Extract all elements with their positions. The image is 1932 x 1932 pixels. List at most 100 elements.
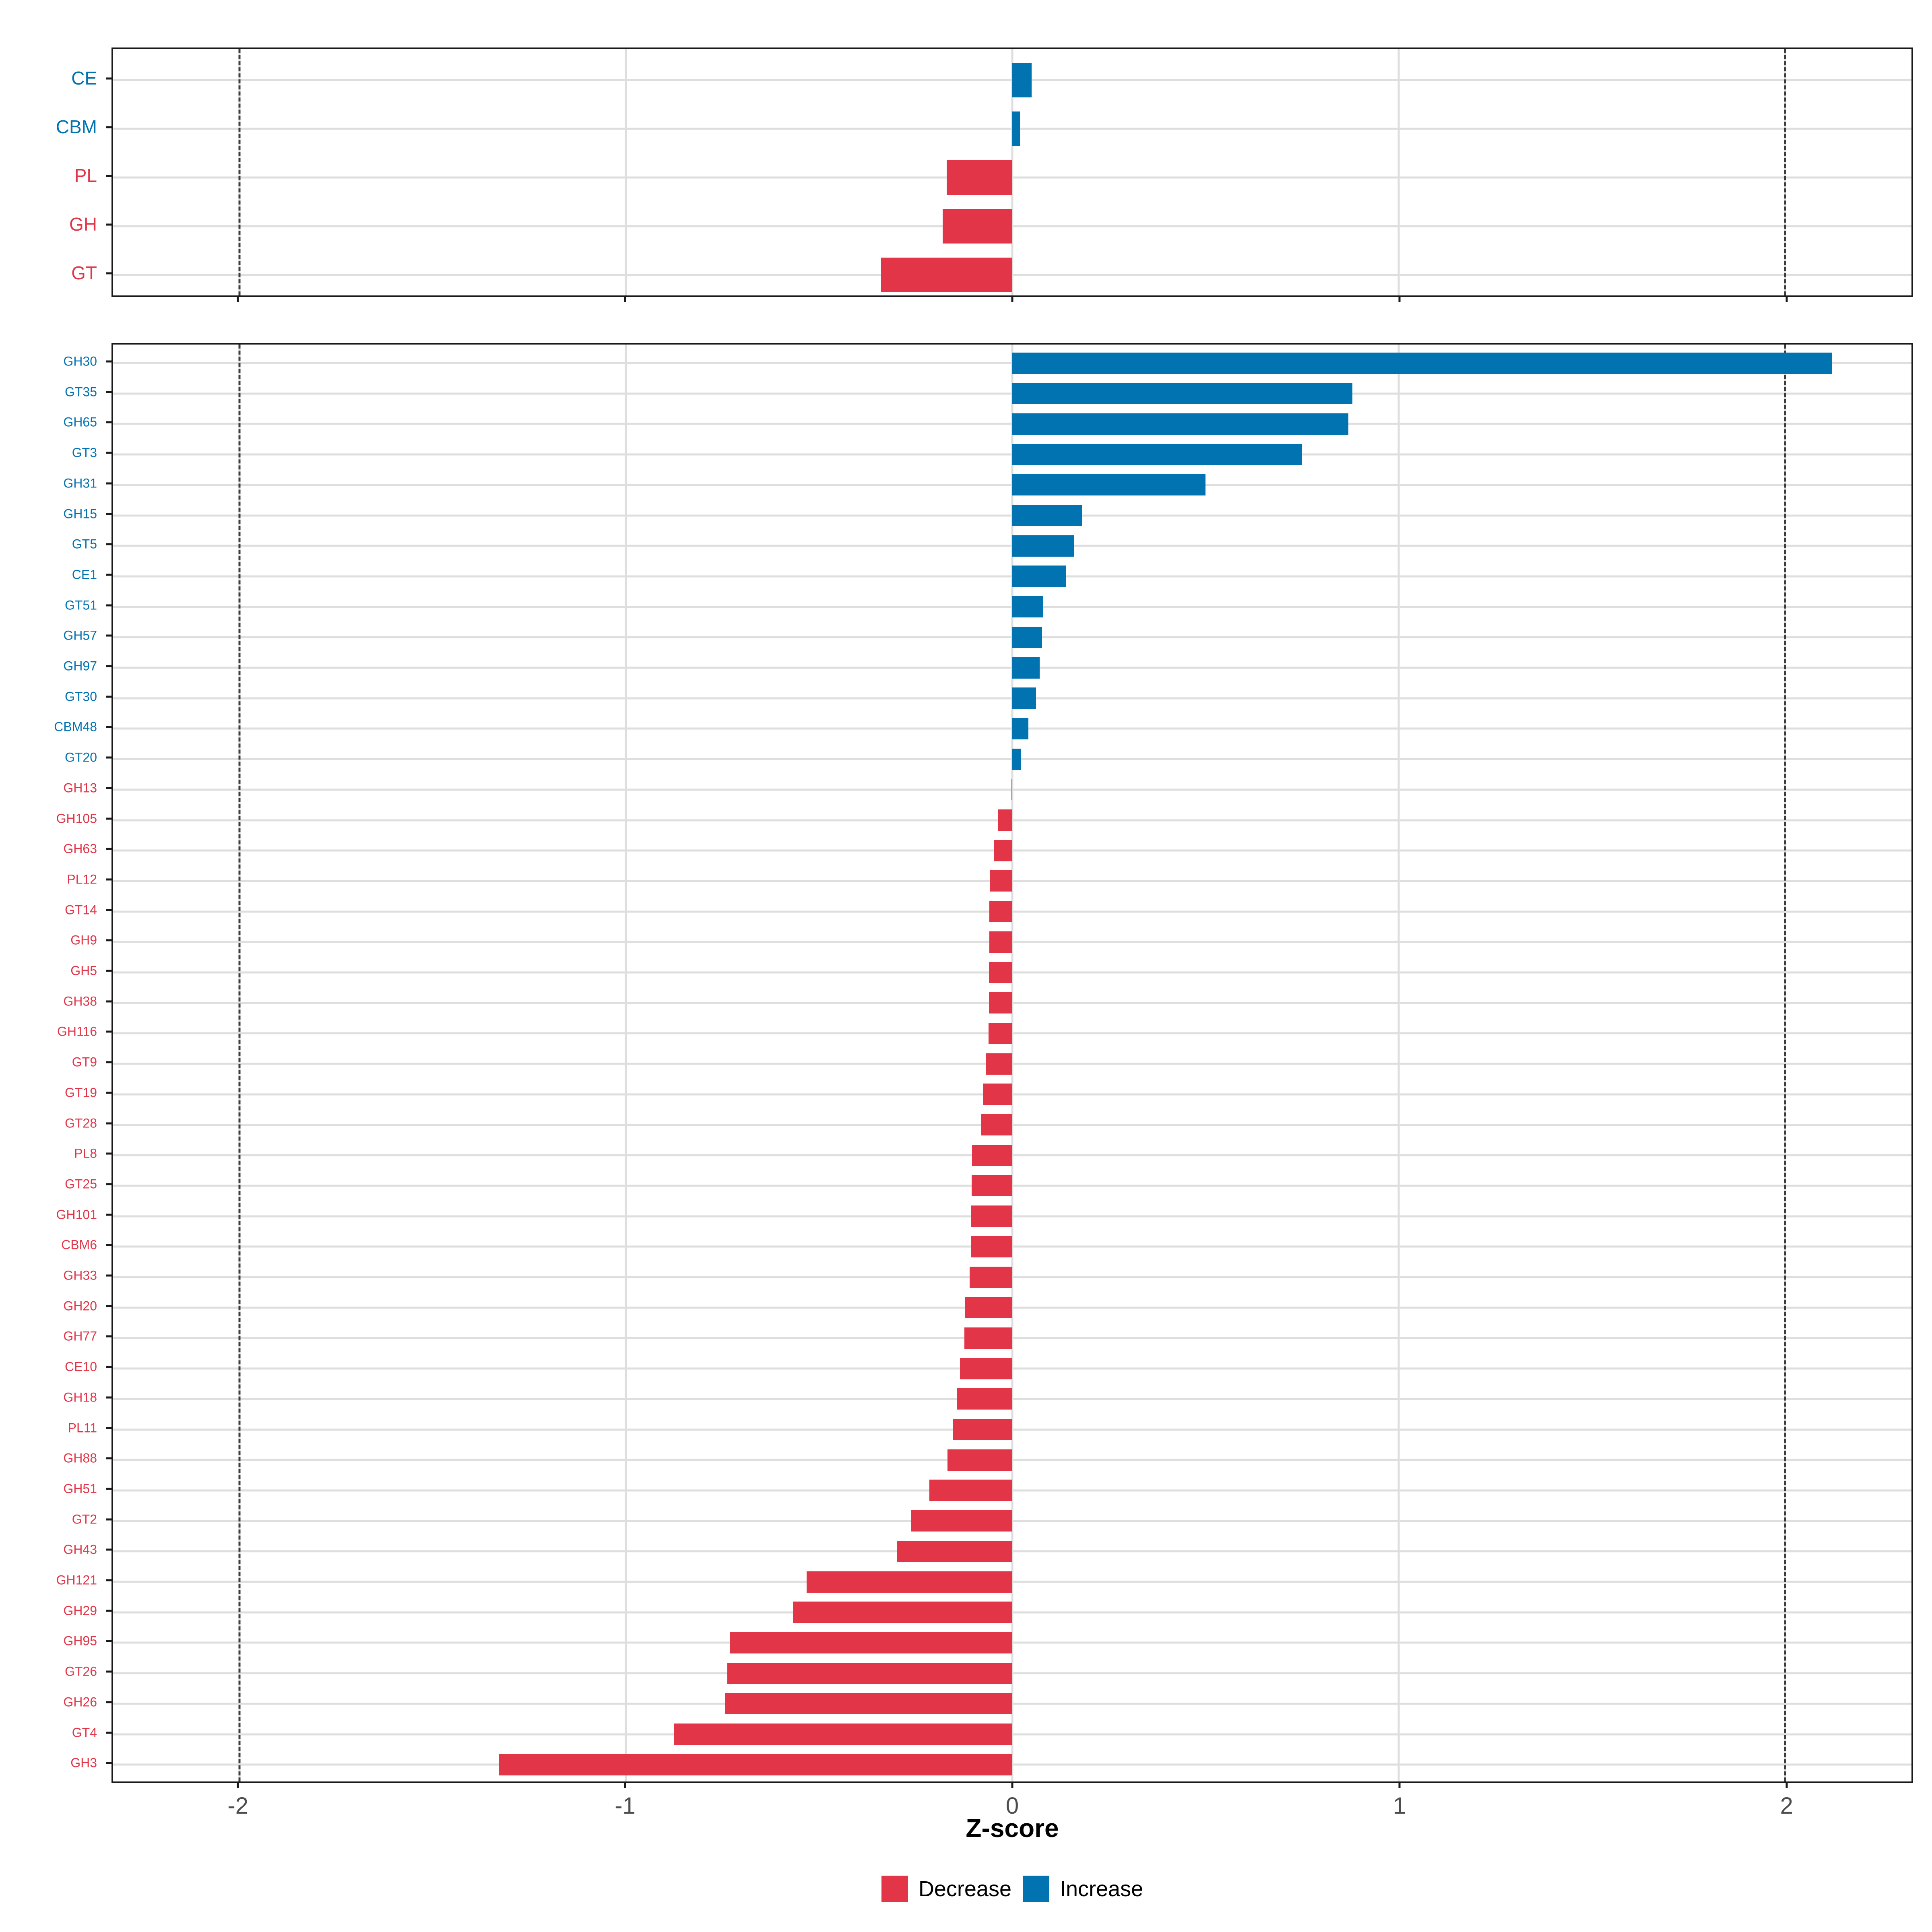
bar-GH26	[724, 1693, 1012, 1715]
y-axis-label-GT14: GT14	[64, 902, 97, 917]
y-axis-label-CE: CE	[71, 68, 97, 89]
y-axis-tick	[106, 939, 111, 941]
bar-GT9	[985, 1053, 1012, 1075]
legend-swatch-decrease	[881, 1876, 908, 1902]
x-axis-tick	[1785, 297, 1788, 302]
y-axis-tick	[106, 1366, 111, 1368]
bar-GT25	[972, 1175, 1012, 1197]
y-axis-label-CE10: CE10	[64, 1359, 97, 1374]
bar-GT28	[981, 1114, 1012, 1135]
y-axis-tick	[106, 696, 111, 698]
y-axis-label-GT19: GT19	[64, 1085, 97, 1100]
y-axis-tick	[106, 726, 111, 728]
y-axis-label-GH97: GH97	[63, 658, 97, 673]
bar-GH101	[971, 1205, 1012, 1227]
y-axis-tick	[106, 1701, 111, 1703]
y-axis-label-GH9: GH9	[70, 933, 97, 947]
y-axis-label-GT5: GT5	[72, 537, 97, 551]
y-axis-label-GT2: GT2	[72, 1511, 97, 1526]
y-axis-tick	[106, 1548, 111, 1551]
bar-GT4	[673, 1724, 1012, 1745]
x-axis-tick	[237, 1783, 239, 1788]
bar-GH105	[998, 809, 1012, 831]
bar-GT19	[983, 1084, 1012, 1105]
bar-GT20	[1012, 748, 1022, 770]
y-axis-tick	[106, 543, 111, 545]
legend-item-increase: Increase	[1022, 1876, 1144, 1902]
y-axis-label-GH: GH	[69, 214, 97, 235]
bar-GH31	[1012, 474, 1206, 496]
y-axis-tick	[106, 1457, 111, 1459]
y-axis-tick	[106, 665, 111, 667]
bar-GT26	[727, 1662, 1012, 1684]
y-axis-label-CE1: CE1	[72, 567, 97, 582]
bar-GH13	[1011, 779, 1012, 801]
bar-GH3	[499, 1754, 1012, 1775]
y-axis-tick	[106, 360, 111, 363]
bar-GH57	[1012, 626, 1042, 648]
y-axis-tick	[106, 1061, 111, 1063]
x-axis-tick-label: -1	[615, 1793, 636, 1819]
bar-GT3	[1012, 444, 1302, 465]
y-axis-tick	[106, 1152, 111, 1155]
y-axis-label-GH29: GH29	[63, 1603, 97, 1618]
x-axis-tick	[624, 297, 626, 302]
y-axis-label-GT25: GT25	[64, 1177, 97, 1191]
y-axis-tick	[106, 1335, 111, 1338]
bar-CBM	[1012, 111, 1020, 146]
y-axis-label-CBM6: CBM6	[61, 1237, 97, 1252]
vertical-gridline	[1397, 345, 1400, 1781]
y-axis-label-GT51: GT51	[64, 597, 97, 612]
y-axis-tick	[106, 1762, 111, 1764]
vertical-gridline	[1011, 345, 1013, 1781]
y-axis-label-GH33: GH33	[63, 1268, 97, 1283]
y-axis-tick	[106, 126, 111, 128]
y-axis-label-CBM: CBM	[56, 116, 97, 138]
legend-label-increase: Increase	[1059, 1877, 1144, 1901]
y-axis-tick	[106, 1000, 111, 1003]
x-axis-tick	[1398, 1783, 1401, 1788]
y-axis-tick	[106, 1274, 111, 1277]
bar-PL	[946, 160, 1012, 195]
legend-item-decrease: Decrease	[881, 1876, 1011, 1902]
y-axis-label-GH121: GH121	[56, 1573, 97, 1587]
bar-GH29	[793, 1602, 1012, 1623]
top-panel-cazyme-classes	[111, 47, 1913, 297]
y-axis-tick	[106, 1396, 111, 1399]
bar-GT14	[989, 901, 1012, 923]
y-axis-label-GH51: GH51	[63, 1481, 97, 1496]
y-axis-label-GH57: GH57	[63, 628, 97, 643]
y-axis-tick	[106, 1732, 111, 1734]
bottom-panel-cazyme-families	[111, 343, 1913, 1783]
y-axis-tick	[106, 223, 111, 226]
y-axis-tick	[106, 634, 111, 637]
y-axis-label-GH31: GH31	[63, 476, 97, 491]
y-axis-label-GT: GT	[71, 262, 97, 284]
bar-GH116	[989, 1022, 1012, 1044]
x-axis-tick	[1011, 297, 1013, 302]
y-axis-tick	[106, 452, 111, 454]
dashed-reference-line	[238, 49, 241, 295]
bar-GT35	[1012, 383, 1352, 405]
y-axis-tick	[106, 77, 111, 80]
y-axis-tick	[106, 787, 111, 789]
y-axis-label-GT26: GT26	[64, 1664, 97, 1679]
y-axis-label-GH5: GH5	[70, 963, 97, 978]
bar-GH5	[989, 962, 1012, 983]
y-axis-label-GT28: GT28	[64, 1115, 97, 1130]
bar-GT30	[1012, 687, 1036, 709]
y-axis-label-PL: PL	[74, 165, 97, 186]
y-axis-label-PL11: PL11	[68, 1420, 97, 1435]
y-axis-tick	[106, 1427, 111, 1429]
y-axis-label-GH3: GH3	[70, 1755, 97, 1770]
y-axis-label-GT35: GT35	[64, 384, 97, 399]
y-axis-tick	[106, 909, 111, 911]
y-axis-tick	[106, 1579, 111, 1581]
y-axis-tick	[106, 1214, 111, 1216]
dashed-reference-line	[1784, 345, 1786, 1781]
bar-GH15	[1012, 505, 1082, 526]
y-axis-tick	[106, 1030, 111, 1033]
y-axis-label-GH38: GH38	[63, 994, 97, 1009]
y-axis-tick	[106, 272, 111, 275]
bar-GH88	[947, 1449, 1012, 1471]
